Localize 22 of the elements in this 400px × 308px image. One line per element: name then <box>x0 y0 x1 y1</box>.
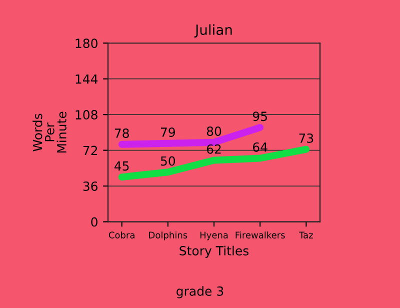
chart-title: Julian <box>194 24 232 38</box>
x-tick-label: Hyena <box>200 232 228 240</box>
x-axis-title: Story Titles <box>180 246 249 258</box>
data-label: 73 <box>299 133 314 143</box>
y-tick-label: 108 <box>76 110 98 120</box>
x-tick-label: Dolphins <box>149 231 188 240</box>
data-label: 78 <box>114 128 129 138</box>
x-tick-label: Taz <box>299 232 313 238</box>
data-label: 80 <box>206 126 222 136</box>
x-tick-label: Cobra <box>108 231 134 238</box>
y-tick-label: 72 <box>83 146 98 156</box>
text: grade 3 <box>176 286 224 298</box>
data-label: 50 <box>160 156 176 166</box>
y-tick-label: 180 <box>76 38 98 48</box>
y-tick-label: 0 <box>91 217 98 227</box>
data-label: 64 <box>253 142 268 152</box>
y-tick-label: 144 <box>76 74 98 84</box>
data-label: 45 <box>114 161 129 171</box>
x-tick-label: Firewalkers <box>236 231 285 238</box>
data-label: 79 <box>160 128 175 137</box>
y-tick-label: 36 <box>83 182 98 191</box>
y-axis-title: Words Per Minute <box>32 112 66 153</box>
